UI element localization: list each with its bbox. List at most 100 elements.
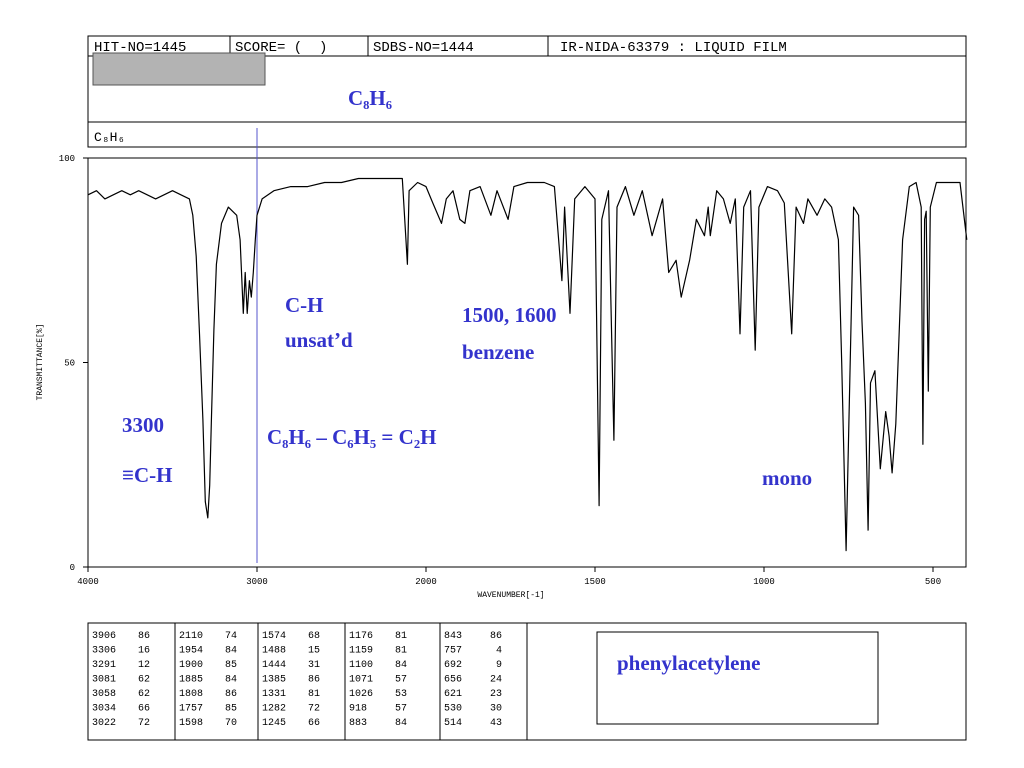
- peak-transmittance: 72: [308, 704, 320, 715]
- peak-wavenumber: 3906: [92, 631, 116, 642]
- peak-wavenumber: 1385: [262, 675, 286, 686]
- header-box: [87, 35, 967, 148]
- peak-transmittance: 4: [496, 646, 502, 657]
- peak-transmittance: 23: [490, 689, 502, 700]
- formula-title: C₈H₆: [348, 86, 392, 110]
- peak-transmittance: 62: [138, 675, 150, 686]
- annotation: unsat’d: [285, 328, 353, 352]
- peak-transmittance: 15: [308, 646, 320, 657]
- peak-wavenumber: 1488: [262, 646, 286, 657]
- peak-transmittance: 85: [225, 660, 237, 671]
- peak-wavenumber: 1331: [262, 689, 286, 700]
- peak-transmittance: 81: [308, 689, 320, 700]
- peak-transmittance: 86: [225, 689, 237, 700]
- peak-transmittance: 84: [395, 660, 407, 671]
- peak-wavenumber: 1885: [179, 675, 203, 686]
- peak-transmittance: 86: [490, 631, 502, 642]
- peak-wavenumber: 621: [444, 689, 462, 700]
- peak-transmittance: 66: [138, 704, 150, 715]
- peak-transmittance: 86: [138, 631, 150, 642]
- peak-wavenumber: 514: [444, 718, 462, 729]
- peak-wavenumber: 1574: [262, 631, 286, 642]
- compound-box: [596, 631, 879, 725]
- peak-wavenumber: 1444: [262, 660, 286, 671]
- peak-transmittance: 74: [225, 631, 237, 642]
- method: IR-NIDA-63379 : LIQUID FILM: [560, 40, 787, 56]
- x-tick-label: 500: [925, 577, 941, 587]
- peak-wavenumber: 656: [444, 675, 462, 686]
- peak-wavenumber: 3306: [92, 646, 116, 657]
- annotation: ≡C-H: [122, 463, 172, 487]
- peak-wavenumber: 1159: [349, 646, 373, 657]
- peak-wavenumber: 757: [444, 646, 462, 657]
- peak-transmittance: 62: [138, 689, 150, 700]
- peak-wavenumber: 1598: [179, 718, 203, 729]
- peak-wavenumber: 1282: [262, 704, 286, 715]
- peak-transmittance: 24: [490, 675, 502, 686]
- peak-transmittance: 68: [308, 631, 320, 642]
- peak-wavenumber: 530: [444, 704, 462, 715]
- annotation: C-H: [285, 293, 324, 317]
- peak-transmittance: 85: [225, 704, 237, 715]
- peak-wavenumber: 1071: [349, 675, 373, 686]
- formula: C₈H₆: [94, 130, 125, 145]
- x-axis-label: WAVENUMBER[-1]: [477, 591, 544, 600]
- peak-wavenumber: 3291: [92, 660, 116, 671]
- peak-transmittance: 66: [308, 718, 320, 729]
- peak-wavenumber: 1808: [179, 689, 203, 700]
- peak-wavenumber: 1900: [179, 660, 203, 671]
- x-tick-label: 2000: [415, 577, 437, 587]
- peak-wavenumber: 843: [444, 631, 462, 642]
- peak-wavenumber: 883: [349, 718, 367, 729]
- peak-transmittance: 16: [138, 646, 150, 657]
- peak-wavenumber: 1100: [349, 660, 373, 671]
- peak-transmittance: 84: [395, 718, 407, 729]
- peak-wavenumber: 1954: [179, 646, 203, 657]
- x-tick-label: 1000: [753, 577, 775, 587]
- peak-wavenumber: 3081: [92, 675, 116, 686]
- peak-wavenumber: 3022: [92, 718, 116, 729]
- peak-transmittance: 84: [225, 646, 237, 657]
- peak-transmittance: 84: [225, 675, 237, 686]
- hit-no: HIT-NO=1445: [94, 40, 186, 56]
- annotation: 3300: [122, 413, 164, 437]
- x-tick-label: 4000: [77, 577, 99, 587]
- peak-wavenumber: 1757: [179, 704, 203, 715]
- y-axis-label: TRANSMITTANCE[%]: [36, 324, 45, 401]
- x-tick-label: 3000: [246, 577, 268, 587]
- annotation: C₈H₆ – C₆H₅ = C₂H: [267, 425, 436, 449]
- peak-transmittance: 72: [138, 718, 150, 729]
- spectrum-line: [87, 177, 968, 552]
- annotation: 1500, 1600: [462, 303, 557, 327]
- annotation: benzene: [462, 340, 534, 364]
- peak-transmittance: 53: [395, 689, 407, 700]
- peak-wavenumber: 3034: [92, 704, 116, 715]
- y-tick-label: 0: [70, 563, 75, 573]
- redaction: [92, 52, 266, 86]
- peak-transmittance: 30: [490, 704, 502, 715]
- peak-transmittance: 43: [490, 718, 502, 729]
- peak-transmittance: 31: [308, 660, 320, 671]
- peak-transmittance: 70: [225, 718, 237, 729]
- y-tick-label: 50: [64, 359, 75, 369]
- peak-transmittance: 12: [138, 660, 150, 671]
- peak-wavenumber: 2110: [179, 631, 203, 642]
- compound-name: phenylacetylene: [617, 651, 760, 675]
- peak-wavenumber: 1026: [349, 689, 373, 700]
- peak-transmittance: 57: [395, 704, 407, 715]
- annotation: mono: [762, 466, 812, 490]
- peak-wavenumber: 692: [444, 660, 462, 671]
- y-tick-label: 100: [59, 154, 75, 164]
- peak-wavenumber: 918: [349, 704, 367, 715]
- peak-transmittance: 81: [395, 646, 407, 657]
- sdbs-no: SDBS-NO=1444: [373, 40, 474, 56]
- peak-transmittance: 57: [395, 675, 407, 686]
- score: SCORE= ( ): [235, 40, 327, 56]
- peak-transmittance: 81: [395, 631, 407, 642]
- peak-wavenumber: 1176: [349, 631, 373, 642]
- peak-wavenumber: 3058: [92, 689, 116, 700]
- peak-wavenumber: 1245: [262, 718, 286, 729]
- peak-transmittance: 86: [308, 675, 320, 686]
